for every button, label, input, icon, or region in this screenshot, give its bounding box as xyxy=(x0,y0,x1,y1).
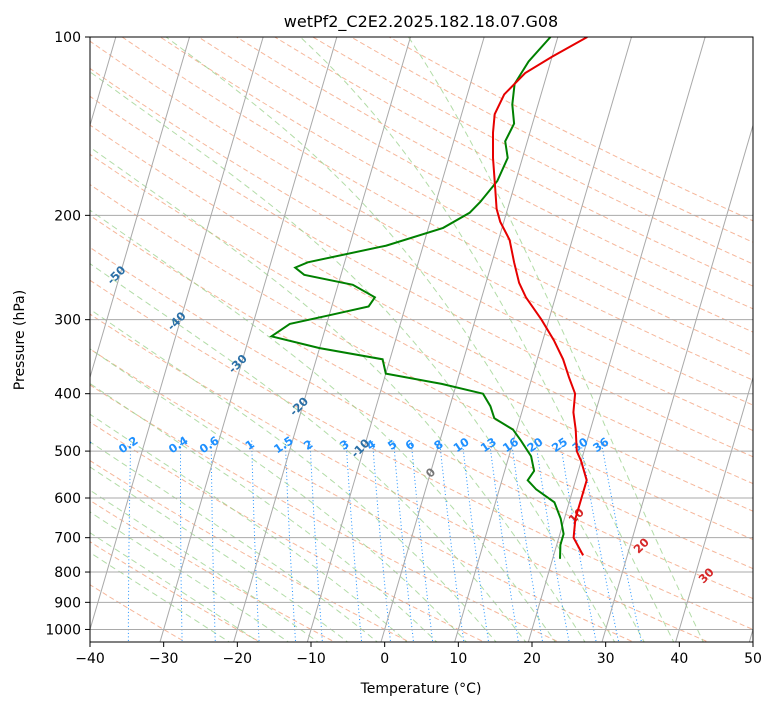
mixing-ratio-line xyxy=(251,440,260,642)
dewpoint-profile xyxy=(269,37,565,559)
y-tick-label: 200 xyxy=(54,208,81,224)
dry-adiabat xyxy=(90,40,753,406)
mixing-ratio-line xyxy=(510,440,544,642)
y-tick-label: 400 xyxy=(54,387,81,403)
isotherm xyxy=(90,37,264,632)
mixing-ratio-line xyxy=(600,440,643,642)
mixing-ratio-line xyxy=(345,440,363,642)
y-tick-label: 1000 xyxy=(45,622,81,638)
isotherm xyxy=(675,375,753,642)
x-tick-label: 30 xyxy=(597,651,615,667)
mixing-ratio-line xyxy=(372,440,392,642)
mixing-ratio-line xyxy=(127,440,132,642)
x-tick-label: −10 xyxy=(296,651,326,667)
y-tick-label: 100 xyxy=(54,30,81,46)
mixing-ratio-line xyxy=(580,440,620,642)
dry-adiabat xyxy=(90,183,753,541)
x-tick-label: −30 xyxy=(149,651,179,667)
dry-adiabat xyxy=(90,153,753,512)
mixing-ratio-line xyxy=(284,440,297,642)
mixing-ratio-line xyxy=(393,440,415,642)
dry-adiabat xyxy=(90,313,710,642)
mixing-ratio-line xyxy=(488,440,519,642)
mixing-ratio-line xyxy=(210,440,216,642)
moist-adiabat xyxy=(90,71,616,642)
x-tick-label: −20 xyxy=(223,651,253,667)
mixing-ratio-label: 0.1 xyxy=(69,433,94,456)
mixing-ratio-line xyxy=(410,440,434,642)
isotherms xyxy=(90,37,753,642)
mixing-ratio-line xyxy=(180,440,183,642)
moist-adiabat xyxy=(90,308,497,642)
moist-adiabat xyxy=(90,348,468,642)
x-tick-label: 10 xyxy=(449,651,467,667)
isotherm xyxy=(233,37,412,642)
isotherm xyxy=(159,37,338,642)
isotherm xyxy=(306,37,485,642)
y-tick-label: 900 xyxy=(54,595,81,611)
x-tick-label: 0 xyxy=(380,651,389,667)
isotherm xyxy=(601,123,753,642)
y-axis-label: Pressure (hPa) xyxy=(12,290,28,390)
y-tick-label: 800 xyxy=(54,565,81,581)
plot-frame xyxy=(89,36,754,643)
isotherm xyxy=(380,37,559,642)
dry-adiabat xyxy=(90,421,486,642)
x-tick-label: 20 xyxy=(523,651,541,667)
y-tick-label: 700 xyxy=(54,531,81,547)
mixing-ratio-line xyxy=(461,440,490,642)
y-axis-ticks: 100 200 300 400 500 600 700 800 900 1000 xyxy=(45,30,90,638)
mixing-ratio-line xyxy=(309,440,323,642)
moist-adiabat xyxy=(299,37,675,642)
isotherm xyxy=(527,37,706,642)
dry-adiabat xyxy=(236,37,753,310)
dry-adiabat xyxy=(159,37,753,357)
x-tick-label: 50 xyxy=(744,651,762,667)
moist-adiabat xyxy=(408,37,704,642)
x-axis-ticks: −40 −30 −20 −10 0 10 20 30 40 50 xyxy=(75,642,762,667)
pressure-grid xyxy=(90,37,753,630)
x-tick-label: −40 xyxy=(75,651,105,667)
x-axis-label: Temperature (°C) xyxy=(360,681,482,697)
y-tick-label: 500 xyxy=(54,444,81,460)
mixing-ratio-line xyxy=(559,440,597,642)
isotherm xyxy=(90,37,191,380)
isotherm xyxy=(454,37,633,642)
mixing-ratio-line xyxy=(535,440,570,642)
y-tick-label: 600 xyxy=(54,491,81,507)
moist-adiabat xyxy=(165,37,645,642)
dry-adiabat xyxy=(121,37,753,381)
y-tick-label: 300 xyxy=(54,313,81,329)
temperature-profile xyxy=(492,37,588,556)
chart-title: wetPf2_C2E2.2025.182.18.07.G08 xyxy=(284,12,558,32)
x-tick-label: 40 xyxy=(670,651,688,667)
dry-adiabat xyxy=(198,37,753,333)
